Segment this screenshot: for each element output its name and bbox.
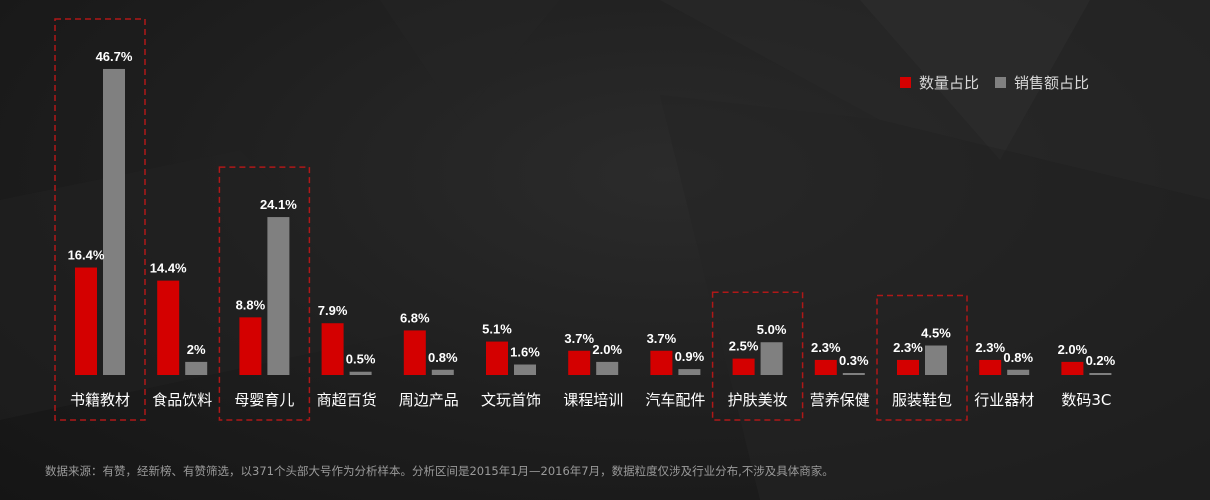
bar-label-count: 2.5% [729, 339, 759, 354]
bar-sales [514, 364, 536, 375]
bar-label-sales: 0.8% [428, 350, 458, 365]
bar-label-count: 2.0% [1058, 342, 1088, 357]
bar-label-count: 2.3% [893, 340, 923, 355]
bar-sales [267, 217, 290, 375]
bars-group [75, 68, 1112, 376]
category-label: 食品饮料 [152, 391, 212, 409]
bar-count [75, 267, 97, 375]
bar-label-sales: 2.0% [592, 342, 622, 357]
bar-sales [431, 369, 454, 375]
legend-item-count: 数量占比 [900, 72, 979, 93]
bar-label-count: 3.7% [647, 331, 677, 346]
bar-label-count: 2.3% [811, 340, 841, 355]
bar-count [732, 358, 755, 375]
category-label: 数码3C [1061, 391, 1111, 409]
legend-label-sales: 销售额占比 [1014, 74, 1090, 92]
highlight-box [54, 18, 146, 421]
bar-count [157, 280, 180, 375]
category-label: 护肤美妆 [728, 391, 788, 409]
bar-label-sales: 2% [187, 342, 206, 357]
bar-sales [349, 371, 372, 375]
bar-label-sales: 5.0% [757, 322, 787, 337]
highlight-box [711, 291, 804, 421]
bg-facet [860, 0, 1090, 160]
highlight-box [218, 166, 311, 421]
bar-count [486, 341, 508, 375]
bar-label-sales: 46.7% [96, 49, 133, 64]
category-label: 营养保健 [810, 391, 870, 409]
category-label: 文玩首饰 [481, 391, 541, 409]
bar-label-sales: 1.6% [510, 345, 540, 360]
bar-label-sales: 4.5% [921, 326, 951, 341]
category-label: 商超百货 [317, 391, 377, 409]
bar-sales [1007, 369, 1030, 375]
bar-label-count: 14.4% [150, 261, 187, 276]
bar-label-sales: 0.9% [675, 349, 705, 364]
bar-sales [760, 342, 783, 375]
bar-label-count: 6.8% [400, 310, 430, 325]
bar-labels-group: 16.4% 46.7% 14.4% 2% 8.8% 24.1% 7.9% 0.5% 6.8% 0.… [68, 49, 1116, 368]
bar-label-sales: 0.8% [1003, 350, 1033, 365]
category-label: 行业器材 [974, 391, 1034, 409]
legend: 数量占比 销售额占比 [900, 72, 1105, 93]
highlight-box [876, 294, 968, 421]
bg-facet [660, 95, 1210, 500]
bar-label-sales: 0.3% [839, 353, 869, 368]
highlight-boxes [54, 18, 968, 421]
bar-label-count: 3.7% [564, 331, 594, 346]
bar-label-sales: 0.2% [1086, 353, 1116, 368]
bar-count [897, 359, 919, 375]
bar-sales [925, 345, 947, 375]
bar-sales [678, 369, 701, 375]
bar-label-count: 16.4% [68, 248, 105, 263]
bar-count [1061, 361, 1084, 375]
bar-count [979, 359, 1002, 375]
data-source-note: 数据来源：有赞，经新榜、有赞筛选，以371个头部大号作为分析样本。分析区间是20… [45, 464, 834, 478]
legend-label-count: 数量占比 [919, 74, 980, 92]
bar-sales [842, 373, 865, 375]
bar-count [321, 323, 344, 375]
bar-count [239, 317, 262, 375]
bar-sales [185, 361, 208, 375]
bar-count [568, 350, 591, 375]
bar-count [650, 350, 673, 375]
bar-label-sales: 0.5% [346, 352, 376, 367]
category-labels-group: 书籍教材 食品饮料 母婴育儿 商超百货 周边产品 文玩首饰 课程培训 汽车配件 护肤美妆 营养保健… [70, 391, 1111, 409]
category-label: 服装鞋包 [892, 391, 952, 409]
bar-label-count: 8.8% [236, 297, 266, 312]
bar-label-count: 2.3% [975, 340, 1005, 355]
category-label: 书籍教材 [70, 391, 130, 409]
legend-swatch-count [900, 77, 911, 88]
bg-facet [660, 0, 1210, 200]
category-label: 母婴育儿 [234, 391, 294, 409]
category-label: 周边产品 [399, 391, 459, 409]
legend-item-sales: 销售额占比 [995, 72, 1089, 93]
bar-label-sales: 24.1% [260, 197, 297, 212]
bg-facet [380, 0, 560, 120]
bar-sales [103, 68, 125, 376]
legend-swatch-sales [995, 77, 1007, 88]
category-label: 课程培训 [563, 391, 623, 409]
bar-label-count: 7.9% [318, 303, 348, 318]
bar-count [814, 359, 837, 375]
bar-sales [596, 361, 619, 375]
bar-count [403, 330, 426, 375]
bar-label-count: 5.1% [482, 322, 512, 337]
category-label: 汽车配件 [645, 391, 705, 409]
bar-sales [1089, 373, 1112, 375]
